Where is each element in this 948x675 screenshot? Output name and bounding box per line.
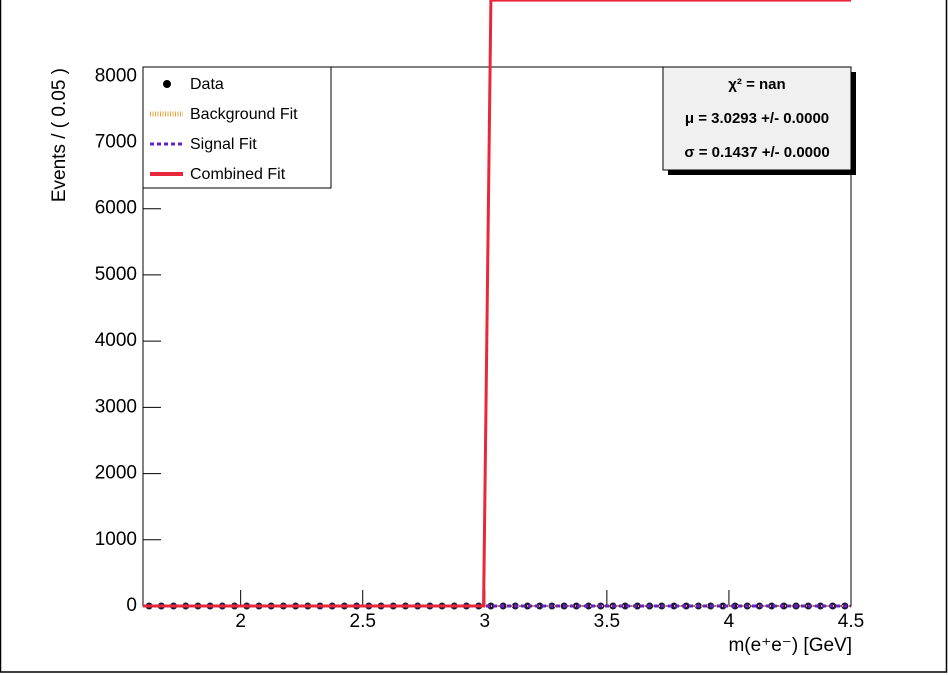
stats-box: χ² = nan μ = 3.0293 +/- 0.0000 σ = 0.1437 … xyxy=(662,66,856,175)
x-tick-label: 3.5 xyxy=(594,611,620,632)
x-tick-label: 4 xyxy=(724,611,735,632)
stats-line: μ = 3.0293 +/- 0.0000 xyxy=(685,110,829,127)
fit-line xyxy=(143,0,851,608)
y-tick-label: 2000 xyxy=(95,463,137,484)
data-point xyxy=(731,602,739,610)
y-tick-label: 6000 xyxy=(95,198,137,219)
stats-panel xyxy=(662,66,852,171)
legend: Data Background Fit Signal Fit Combined Fit xyxy=(142,66,332,189)
x-tick-label: 3 xyxy=(480,611,491,632)
data-point xyxy=(487,602,495,610)
x-tick-label: 2.5 xyxy=(350,611,376,632)
data-point xyxy=(585,602,593,610)
y-tick-label: 1000 xyxy=(95,529,137,550)
y-tick-label: 8000 xyxy=(95,65,137,86)
legend-label: Data xyxy=(190,76,224,93)
legend-marker xyxy=(163,80,171,88)
stats-line: χ² = nan xyxy=(728,76,785,93)
data-point xyxy=(633,602,641,610)
y-tick-label: 7000 xyxy=(95,132,137,153)
y-tick-label: 3000 xyxy=(95,396,137,417)
data-point xyxy=(572,602,580,610)
y-tick-label: 4000 xyxy=(95,330,137,351)
stats-line: σ = 0.1437 +/- 0.0000 xyxy=(684,144,829,161)
legend-box xyxy=(142,66,332,189)
legend-label: Signal Fit xyxy=(190,136,257,153)
data-point xyxy=(768,602,776,610)
legend-label: Background Fit xyxy=(190,106,298,123)
data-point xyxy=(816,602,824,610)
x-axis-title: m(e⁺e⁻) [GeV] xyxy=(728,635,852,656)
y-tick-label: 5000 xyxy=(95,264,137,285)
y-tick-label: 0 xyxy=(126,595,137,616)
x-tick-label: 2 xyxy=(235,611,246,632)
data-point xyxy=(621,602,629,610)
y-axis-title: Events / ( 0.05 ) xyxy=(49,68,70,202)
x-tick-label: 4.5 xyxy=(838,611,864,632)
legend-label: Combined Fit xyxy=(190,166,286,183)
